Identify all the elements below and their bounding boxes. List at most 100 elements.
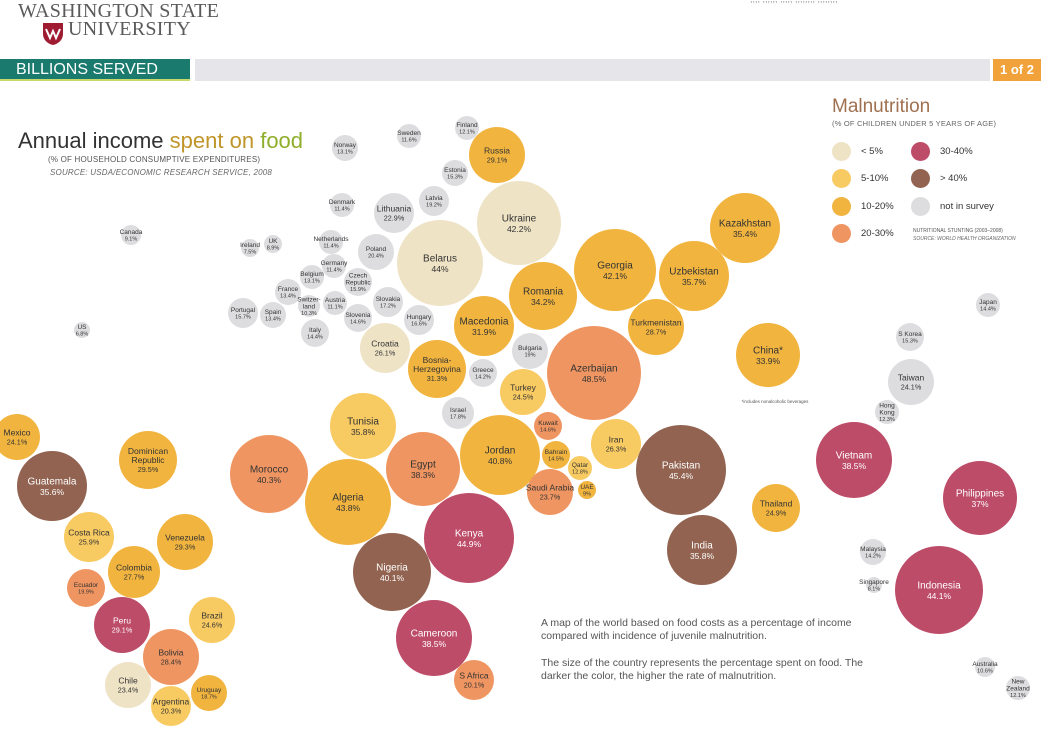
bubble-label-india: India <box>691 540 713 551</box>
bubble-value-hungary: 16.6% <box>411 322 427 328</box>
bubble-label-italy: Italy <box>309 327 322 334</box>
bubble-label-singapore: Singapore <box>859 579 889 586</box>
bubble-value-thailand: 24.9% <box>766 508 787 517</box>
bubble-value-switzerland: 10.3% <box>301 311 317 317</box>
bubble-circle-latvia <box>419 186 449 216</box>
bubble-label-kuwait: Kuwait <box>538 420 558 427</box>
bubble-value-latvia: 19.2% <box>426 203 442 209</box>
bubble-value-taiwan: 24.1% <box>901 382 922 391</box>
bubble-label-taiwan: Taiwan <box>898 373 925 383</box>
bubble-value-lithuania: 22.9% <box>384 213 405 222</box>
bubble-label-pakistan: Pakistan <box>662 460 700 471</box>
bubble-value-pakistan: 45.4% <box>669 471 694 481</box>
bubble-value-new-zealand: 12.1% <box>1010 693 1026 699</box>
bubble-circle-ecuador <box>67 569 105 607</box>
bubble-label-bolivia: Bolivia <box>158 648 183 658</box>
page-indicator-button[interactable]: 1 of 2 <box>993 59 1041 81</box>
bubble-circle-peru <box>94 597 150 653</box>
bubble-label-switzerland: Switzer- <box>297 296 320 303</box>
bubble-circle-argentina <box>151 686 191 726</box>
bubble-label-bosnia-herzegovina: Herzegovina <box>413 364 461 374</box>
bubble-label-colombia: Colombia <box>116 563 152 573</box>
bubble-circle-norway <box>332 135 358 161</box>
bubble-label-uk: UK <box>268 238 278 245</box>
bubble-label-malaysia: Malaysia <box>860 546 886 553</box>
bubble-value-bahrain: 14.5% <box>548 457 564 463</box>
bubble-label-australia: Australia <box>972 661 998 668</box>
bubble-value-guatemala: 35.6% <box>40 487 65 497</box>
bubble-label-germany: Germany <box>321 260 348 267</box>
legend-swatch <box>832 224 851 243</box>
legend-swatch <box>832 197 851 216</box>
bubble-label-nigeria: Nigeria <box>376 562 408 573</box>
bubble-value-slovenia: 14.6% <box>350 320 366 326</box>
bubble-label-dominican-republic: Dominican <box>128 446 168 456</box>
bubble-value-venezuela: 29.3% <box>175 542 196 551</box>
bubble-circle-uzbekistan <box>659 241 729 311</box>
legend-item-gt40: > 40% <box>911 169 967 188</box>
bubble-value-canada: 9.1% <box>125 237 138 243</box>
bubble-value-germany: 11.4% <box>326 268 341 274</box>
legend-label: < 5% <box>861 146 883 157</box>
bubble-circle-guatemala <box>17 451 87 521</box>
legend-swatch <box>911 197 930 216</box>
chart-subtitle: (% OF HOUSEHOLD CONSUMPTIVE EXPENDITURES… <box>48 155 261 164</box>
bubble-circle-estonia <box>442 160 468 186</box>
legend-label: > 40% <box>940 173 968 184</box>
bubble-label-ireland: Ireland <box>240 242 260 249</box>
bubble-value-finland: 12.1% <box>459 130 475 136</box>
legend-label: not in survey <box>940 201 994 212</box>
bubble-label-spain: Spain <box>265 309 282 316</box>
bubble-circle-italy <box>301 319 329 347</box>
bubble-circle-netherlands <box>319 230 343 254</box>
bubble-circle-slovenia <box>344 304 372 332</box>
bubble-circle-ukraine <box>477 181 561 265</box>
bubble-value-ireland: 7.5% <box>244 250 257 256</box>
description-line-2: The size of the country represents the p… <box>541 657 864 682</box>
bubble-label-chile: Chile <box>118 676 138 686</box>
bubble-value-france: 13.4% <box>280 294 296 300</box>
bubble-label-brazil: Brazil <box>201 611 222 621</box>
bubble-label-kazakhstan: Kazakhstan <box>719 218 771 229</box>
chart-source: SOURCE: USDA/ECONOMIC RESEARCH SERVICE, … <box>50 168 273 177</box>
bubble-value-spain: 13.4% <box>265 317 281 323</box>
bubble-circle-s-korea <box>896 323 924 351</box>
legend-label: 30-40% <box>940 146 973 157</box>
bubble-value-philippines: 37% <box>971 499 988 509</box>
bubble-circle-azerbaijan <box>547 326 641 420</box>
bubble-label-algeria: Algeria <box>332 492 364 503</box>
bubble-label-venezuela: Venezuela <box>165 533 205 543</box>
bubble-label-vietnam: Vietnam <box>836 450 873 461</box>
legend-label: 20-30% <box>861 228 894 239</box>
bubble-value-kuwait: 14.6% <box>540 428 556 434</box>
bubble-label-georgia: Georgia <box>597 260 633 271</box>
bubble-circle-jordan <box>460 415 540 495</box>
cropped-header-text: ,,,, ,,,,,, ,,,,, ,,,,,,,, ,,,,,,,, <box>750 0 838 4</box>
bubble-circle-czech-republic <box>344 268 372 296</box>
bubble-circle-sweden <box>397 124 421 148</box>
